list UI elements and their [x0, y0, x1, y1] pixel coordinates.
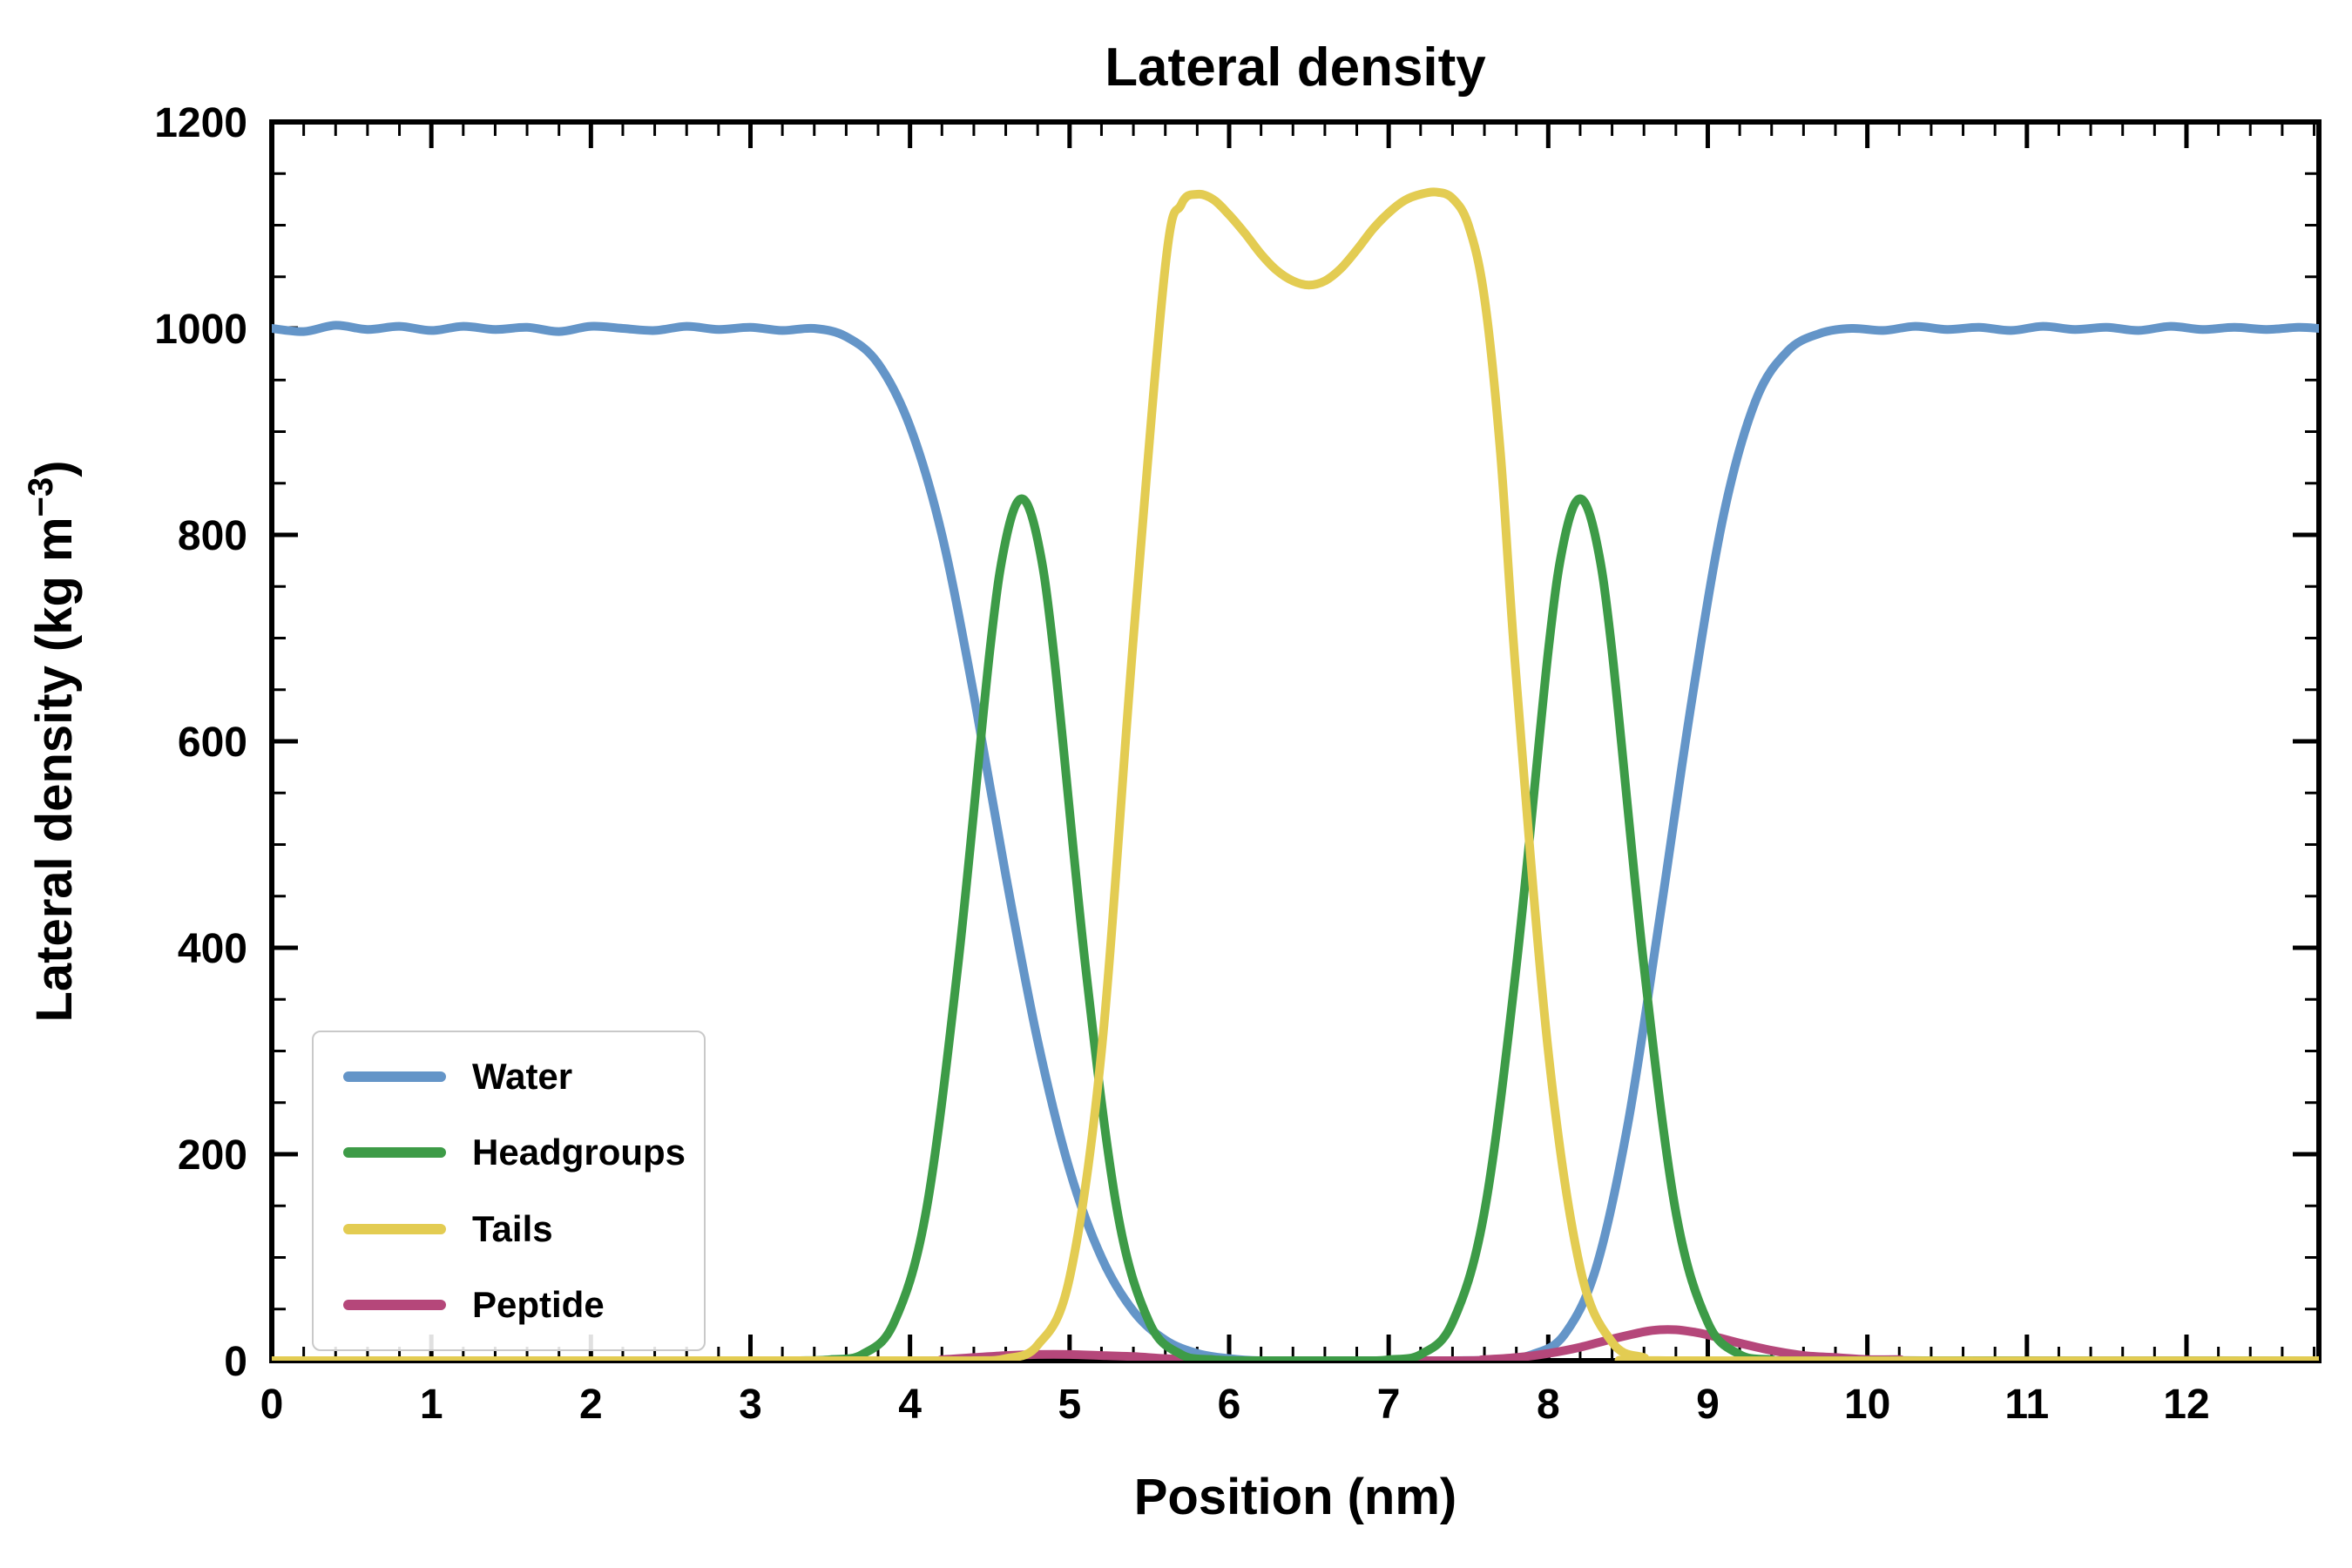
series-line-headgroups [272, 494, 2319, 1361]
legend-label-water: Water [472, 1056, 573, 1097]
y-tick-label: 1000 [154, 307, 247, 353]
chart-title: Lateral density [1105, 37, 1486, 98]
x-tick-label: 6 [1218, 1382, 1241, 1428]
x-tick-label: 10 [1844, 1382, 1890, 1428]
legend-item-peptide: Peptide [343, 1283, 674, 1325]
x-tick-label: 12 [2163, 1382, 2209, 1428]
legend-label-tails: Tails [472, 1207, 553, 1249]
y-tick-label: 400 [178, 926, 247, 972]
x-tick-label: 9 [1696, 1382, 1720, 1428]
y-axis-label-main: Lateral density (kg m [26, 517, 83, 1022]
legend-swatch-peptide [343, 1299, 446, 1310]
y-tick-label: 200 [178, 1132, 247, 1179]
x-tick-label: 8 [1537, 1382, 1560, 1428]
x-axis-label: Position (nm) [1134, 1469, 1457, 1525]
y-axis-label-close: ) [26, 460, 83, 476]
y-tick-label: 0 [224, 1339, 247, 1385]
y-tick-label: 600 [178, 720, 247, 766]
legend-swatch-water [343, 1071, 446, 1082]
axis-ticks [269, 119, 2319, 1363]
legend-swatch-headgroups [343, 1147, 446, 1159]
x-tick-label: 4 [898, 1382, 922, 1428]
y-tick-label: 1200 [154, 100, 247, 146]
y-axis-label-superscript: −3 [22, 477, 60, 517]
legend-item-tails: Tails [343, 1207, 674, 1249]
legend-label-peptide: Peptide [472, 1283, 605, 1325]
legend-swatch-tails [343, 1223, 446, 1234]
legend: Water Headgroups Tails Peptide [312, 1031, 706, 1351]
x-tick-label: 3 [739, 1382, 762, 1428]
y-tick-label: 800 [178, 513, 247, 559]
legend-item-water: Water [343, 1058, 674, 1095]
x-tick-label: 11 [2004, 1382, 2049, 1428]
x-tick-label: 7 [1377, 1382, 1401, 1428]
legend-item-headgroups: Headgroups [343, 1134, 686, 1171]
x-tick-label: 1 [420, 1382, 443, 1428]
series-line-tails [272, 187, 2319, 1361]
x-tick-label: 0 [260, 1382, 284, 1428]
x-tick-label: 2 [579, 1382, 603, 1428]
x-tick-label: 5 [1058, 1382, 1081, 1428]
legend-label-headgroups: Headgroups [472, 1132, 686, 1173]
y-axis-label: Lateral density (kg m−3) [22, 460, 83, 1022]
